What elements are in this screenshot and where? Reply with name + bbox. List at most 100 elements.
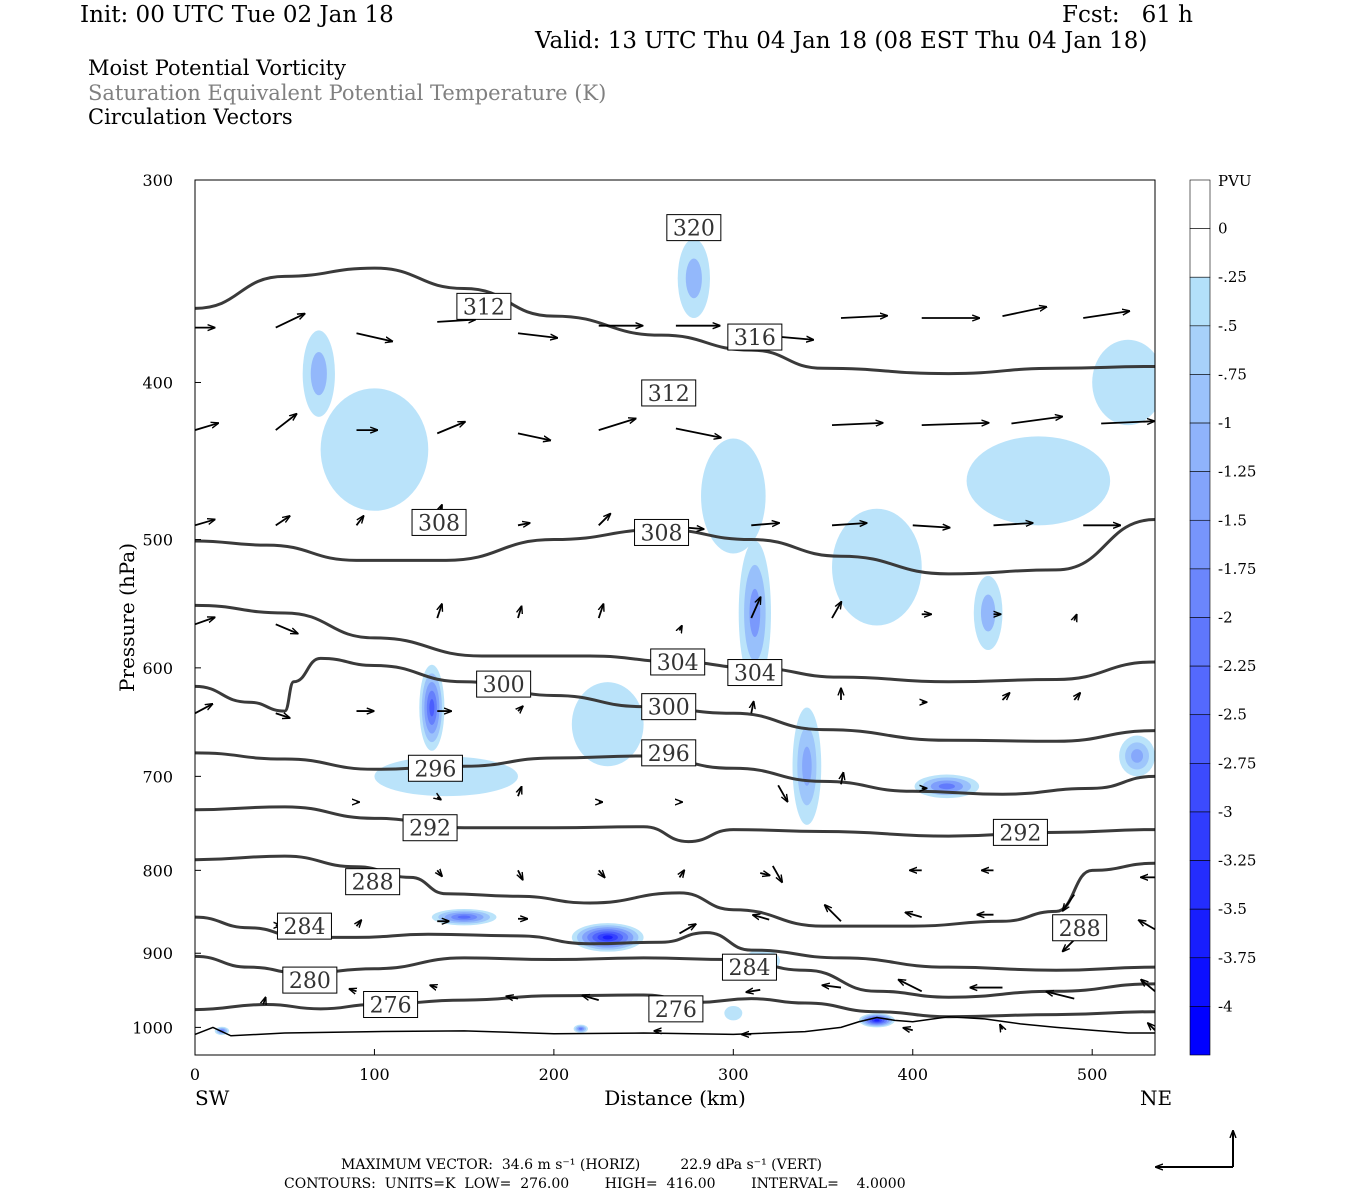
circulation-vector (1011, 417, 1062, 425)
y-tick-label: 300 (142, 171, 173, 190)
colorbar-bin (1189, 763, 1211, 813)
svg-text:292: 292 (409, 817, 451, 842)
colorbar-bin (1189, 228, 1211, 278)
colorbar-bin (1189, 179, 1211, 229)
colorbar-bin (1189, 1006, 1211, 1056)
x-tick-label: 300 (718, 1065, 749, 1084)
colorbar-label: -2.75 (1218, 754, 1256, 772)
colorbar-bin (1189, 325, 1211, 375)
colorbar-bin (1189, 471, 1211, 521)
colorbar-bin (1189, 617, 1211, 667)
circulation-vector (912, 525, 950, 527)
endpoint-left: SW (195, 1086, 230, 1110)
pv-anomaly (602, 935, 613, 940)
circulation-vector (831, 523, 867, 525)
svg-text:288: 288 (1059, 917, 1101, 942)
x-tick-label: 100 (359, 1065, 390, 1084)
circulation-vector (1063, 894, 1075, 911)
circulation-vector (831, 602, 841, 619)
circulation-vector (746, 990, 761, 992)
svg-text:276: 276 (655, 998, 697, 1023)
forecast-hour: Fcst: 61 h (1062, 2, 1193, 28)
circulation-vector (275, 516, 290, 527)
contour-label: 304 (650, 648, 706, 676)
circulation-vector (350, 989, 357, 991)
pv-anomaly (310, 352, 327, 396)
pv-anomaly (701, 438, 766, 554)
y-tick-label: 1000 (132, 1018, 173, 1037)
circulation-vector (751, 702, 753, 714)
circulation-vector (430, 985, 437, 987)
circulation-vector (753, 915, 770, 921)
circulation-vector (195, 704, 212, 715)
colorbar-bin (1189, 374, 1211, 424)
circulation-vector (823, 985, 842, 987)
contour-label: 308 (634, 518, 690, 546)
circulation-vector (599, 604, 604, 619)
circulation-vector (1083, 311, 1129, 319)
colorbar-bin (1189, 519, 1211, 570)
svg-text:284: 284 (728, 956, 770, 981)
pv-anomaly (579, 1027, 583, 1030)
circulation-vector (831, 423, 883, 425)
terrain-line (195, 1016, 1155, 1037)
contour-label: 300 (641, 693, 697, 721)
circulation-vector (275, 623, 298, 633)
circulation-vector (904, 1028, 913, 1030)
x-tick-label: 500 (1077, 1065, 1108, 1084)
circulation-vector (437, 320, 475, 322)
colorbar-label: -3.75 (1218, 949, 1256, 967)
circulation-vector (599, 870, 605, 877)
max-vector-text: MAXIMUM VECTOR: 34.6 m s⁻¹ (HORIZ) 22.9 … (341, 1157, 823, 1173)
contour-label: 280 (282, 966, 338, 994)
colorbar-label: -2 (1218, 609, 1233, 627)
colorbar-label: -1.75 (1218, 560, 1256, 578)
contour-label: 276 (648, 995, 704, 1023)
circulation-vector (437, 870, 442, 876)
x-tick-label: 200 (539, 1065, 570, 1084)
isentrope-292 (195, 805, 1155, 844)
circulation-vector (1047, 992, 1075, 1000)
field-title-theta-es: Saturation Equivalent Potential Temperat… (88, 81, 607, 105)
contour-label: 292 (992, 818, 1048, 846)
valid-time: Valid: 13 UTC Thu 04 Jan 18 (08 EST Thu … (535, 28, 1148, 54)
x-tick-label: 0 (190, 1065, 200, 1084)
circulation-vector (356, 332, 392, 341)
circulation-vector (506, 996, 519, 998)
circulation-vector (195, 423, 218, 431)
pv-anomaly (320, 388, 429, 511)
svg-text:320: 320 (673, 217, 715, 242)
svg-text:280: 280 (289, 969, 331, 994)
svg-text:300: 300 (483, 673, 525, 698)
pv-anomaly (874, 1019, 880, 1022)
svg-text:288: 288 (352, 871, 394, 896)
contour-info-text: CONTOURS: UNITS=K LOW= 276.00 HIGH= 416.… (284, 1176, 906, 1192)
y-tick-label: 600 (142, 659, 173, 678)
circulation-vector (355, 516, 363, 526)
pv-anomaly (749, 588, 761, 638)
contour-label: 284 (721, 953, 777, 981)
circulation-vector (275, 314, 305, 329)
circulation-vector (777, 784, 787, 801)
colorbar-label: -2.25 (1218, 657, 1256, 675)
circulation-vector (598, 514, 611, 526)
svg-text:304: 304 (657, 651, 699, 676)
colorbar-bin (1189, 665, 1211, 716)
svg-text:316: 316 (734, 326, 776, 351)
colorbar-bin (1189, 860, 1211, 910)
circulation-vector (517, 332, 557, 338)
circulation-vector (993, 523, 1033, 525)
pv-anomaly (832, 508, 922, 626)
pv-anomaly (938, 783, 955, 790)
circulation-vector (1002, 307, 1046, 317)
circulation-vector (598, 419, 636, 431)
colorbar-label: -1 (1218, 414, 1233, 432)
field-title-pv: Moist Potential Vorticity (88, 56, 346, 80)
circulation-vector (679, 626, 681, 631)
svg-text:292: 292 (999, 821, 1041, 846)
x-tick-label: 400 (897, 1065, 928, 1084)
svg-text:296: 296 (648, 742, 690, 767)
colorbar-bin (1189, 568, 1211, 618)
colorbar-label: 0 (1218, 220, 1228, 238)
